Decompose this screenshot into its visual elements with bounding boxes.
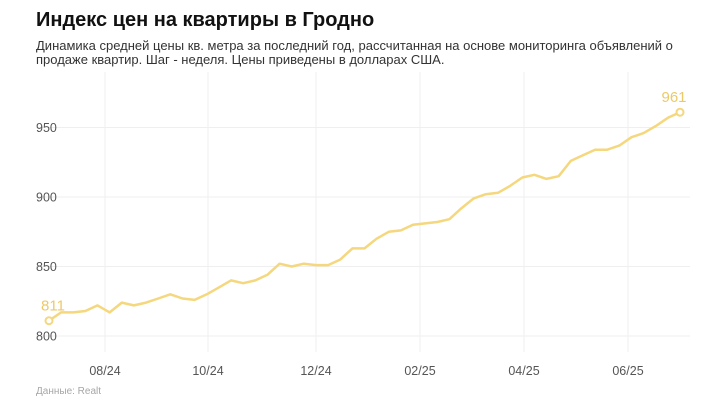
price-series-line	[47, 110, 682, 322]
chart-title: Индекс цен на квартиры в Гродно	[36, 9, 375, 31]
chart-subtitle: Динамика средней цены кв. метра за после…	[36, 38, 673, 67]
endpoint-marker	[675, 107, 685, 117]
endpoint-value-label: 811	[41, 298, 65, 315]
y-tick-label: 900	[36, 191, 57, 205]
y-tick-label: 850	[36, 260, 57, 274]
x-tick-label: 08/24	[89, 364, 120, 378]
x-tick-label: 06/25	[612, 364, 643, 378]
x-tick-label: 04/25	[508, 364, 539, 378]
x-tick-label: 02/25	[404, 364, 435, 378]
endpoint-value-label: 961	[661, 89, 686, 106]
grid-lines	[36, 72, 690, 352]
y-tick-label: 950	[36, 121, 57, 135]
x-axis: 08/24 10/24 12/24 02/25 04/25 06/25	[89, 364, 643, 378]
data-source: Данные: Realt	[36, 386, 102, 397]
endpoint-marker	[44, 316, 54, 326]
y-axis: 800 850 900 950	[36, 121, 57, 344]
annotations: 811 961	[41, 89, 687, 326]
y-tick-label: 800	[36, 330, 57, 344]
x-tick-label: 10/24	[192, 364, 223, 378]
x-tick-label: 12/24	[300, 364, 331, 378]
